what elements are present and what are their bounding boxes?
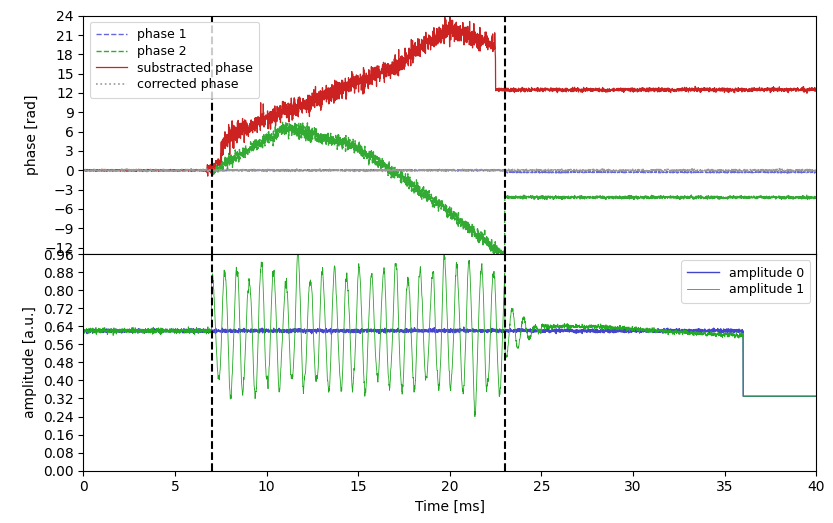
corrected phase bbox=[811, 167, 821, 173]
phase 1 bbox=[182, 167, 192, 173]
Y-axis label: amplitude [a.u.]: amplitude [a.u.] bbox=[23, 306, 37, 418]
Line: corrected phase: corrected phase bbox=[83, 168, 816, 172]
X-axis label: Time [ms]: Time [ms] bbox=[415, 500, 485, 514]
phase 1 bbox=[447, 167, 457, 174]
phase 1 bbox=[224, 167, 234, 174]
phase 2 bbox=[398, 176, 408, 183]
phase 1 bbox=[577, 168, 587, 175]
phase 2 bbox=[447, 211, 457, 217]
phase 1 bbox=[78, 167, 88, 173]
amplitude 0 bbox=[577, 331, 587, 337]
substracted phase bbox=[182, 167, 192, 174]
amplitude 1 bbox=[293, 249, 303, 256]
amplitude 1 bbox=[470, 414, 480, 420]
amplitude 1 bbox=[577, 324, 587, 331]
amplitude 1 bbox=[398, 374, 408, 381]
substracted phase bbox=[811, 88, 821, 95]
amplitude 0 bbox=[182, 326, 192, 333]
corrected phase bbox=[731, 169, 741, 175]
Line: phase 2: phase 2 bbox=[83, 122, 816, 259]
amplitude 0 bbox=[811, 393, 821, 400]
corrected phase bbox=[224, 167, 234, 173]
substracted phase bbox=[445, 14, 455, 20]
amplitude 1 bbox=[78, 328, 88, 334]
phase 1 bbox=[782, 170, 792, 176]
corrected phase bbox=[715, 165, 725, 172]
amplitude 1 bbox=[224, 358, 234, 364]
phase 2 bbox=[577, 196, 587, 202]
phase 2 bbox=[78, 167, 88, 173]
corrected phase bbox=[398, 167, 408, 174]
Y-axis label: phase [rad]: phase [rad] bbox=[25, 95, 39, 175]
corrected phase bbox=[182, 167, 192, 173]
amplitude 1 bbox=[811, 393, 821, 400]
amplitude 0 bbox=[224, 328, 234, 335]
phase 2 bbox=[391, 172, 401, 178]
phase 1 bbox=[398, 167, 408, 174]
Legend: amplitude 0, amplitude 1: amplitude 0, amplitude 1 bbox=[681, 260, 810, 302]
corrected phase bbox=[390, 167, 400, 173]
substracted phase bbox=[78, 167, 88, 173]
Line: amplitude 0: amplitude 0 bbox=[83, 327, 816, 396]
phase 2 bbox=[290, 119, 300, 125]
substracted phase bbox=[447, 23, 457, 29]
phase 1 bbox=[391, 167, 401, 174]
phase 1 bbox=[811, 169, 821, 176]
substracted phase bbox=[398, 64, 408, 70]
corrected phase bbox=[447, 167, 457, 174]
amplitude 1 bbox=[182, 329, 192, 335]
Line: amplitude 1: amplitude 1 bbox=[83, 253, 816, 417]
phase 2 bbox=[182, 168, 192, 174]
amplitude 1 bbox=[391, 262, 401, 268]
phase 2 bbox=[224, 150, 234, 156]
corrected phase bbox=[577, 167, 587, 173]
amplitude 0 bbox=[738, 393, 748, 400]
substracted phase bbox=[577, 89, 587, 95]
substracted phase bbox=[391, 64, 401, 71]
substracted phase bbox=[202, 173, 212, 179]
amplitude 0 bbox=[390, 327, 400, 333]
Legend: phase 1, phase 2, substracted phase, corrected phase: phase 1, phase 2, substracted phase, cor… bbox=[90, 22, 259, 98]
substracted phase bbox=[224, 138, 234, 144]
amplitude 0 bbox=[459, 324, 469, 330]
Line: substracted phase: substracted phase bbox=[83, 17, 816, 176]
Line: phase 1: phase 1 bbox=[83, 169, 816, 173]
amplitude 0 bbox=[398, 328, 408, 335]
corrected phase bbox=[78, 166, 88, 173]
amplitude 0 bbox=[447, 327, 457, 334]
amplitude 0 bbox=[78, 327, 88, 333]
phase 2 bbox=[497, 256, 507, 263]
phase 2 bbox=[811, 196, 821, 202]
amplitude 1 bbox=[447, 365, 457, 371]
phase 1 bbox=[117, 166, 127, 173]
